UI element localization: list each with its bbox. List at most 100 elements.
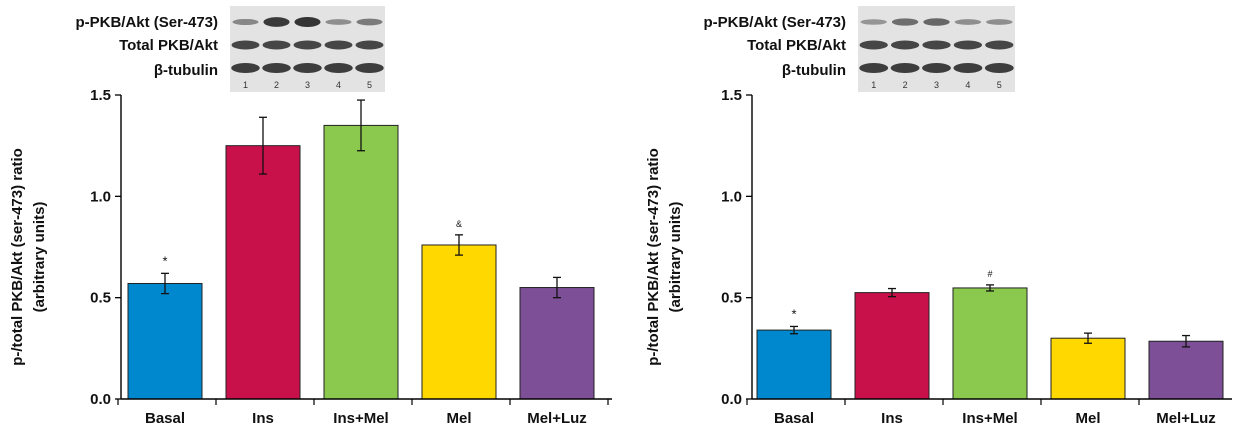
blot-label-beta-tubulin: β-tubulin (154, 62, 218, 79)
error-bar (161, 272, 169, 295)
y-axis-label-units: (arbitrary units) (31, 202, 48, 313)
bar-ins-mel (323, 124, 399, 400)
blot-band-tubulin (922, 63, 951, 73)
blot-band-phospho (923, 18, 950, 26)
error-bar (888, 287, 896, 298)
bar-series: *# (756, 269, 1224, 400)
x-tick-label: Mel (1075, 410, 1100, 427)
blot-band-total (985, 40, 1014, 50)
error-bar (1182, 334, 1190, 348)
x-axis-ticks: Basal Ins Ins+Mel Mel Mel+Luz (117, 399, 609, 427)
bar-series: *& (127, 99, 595, 400)
blot-band-tubulin (293, 63, 322, 73)
y-axis-ticks: 0.0 0.5 1.0 1.5 (721, 87, 752, 408)
bar-ins (854, 292, 930, 400)
blot-label-phospho-akt: p-PKB/Akt (Ser-473) (703, 14, 846, 31)
blot-band-total (293, 40, 322, 50)
x-axis-ticks: Basal Ins Ins+Mel Mel Mel+Luz (746, 399, 1216, 427)
blot-lane-label: 2 (903, 80, 908, 90)
significance-mark: * (162, 253, 167, 268)
error-bar (986, 284, 994, 292)
blot-band-tubulin (984, 63, 1014, 73)
blot-band-total (953, 40, 983, 50)
blot-band-phospho (232, 18, 259, 26)
blot-band-phospho (325, 19, 352, 25)
y-tick-label: 1.0 (721, 188, 742, 205)
blot-band-tubulin (231, 63, 260, 73)
y-tick-label: 0.0 (90, 391, 111, 408)
bar-ins (225, 145, 301, 400)
blot-band-tubulin (324, 63, 353, 73)
error-bar (1084, 332, 1092, 344)
blot-band-tubulin (355, 63, 384, 73)
x-tick-label: Mel+Luz (527, 410, 587, 427)
blot-lane-label: 5 (997, 80, 1002, 90)
blot-lane-label: 3 (305, 80, 310, 90)
blot-lane-label: 1 (871, 80, 876, 90)
y-tick-label: 1.5 (90, 87, 111, 104)
y-tick-label: 0.5 (721, 290, 742, 307)
bar-mel (1050, 337, 1126, 400)
blot-band-total (355, 40, 384, 50)
blot-band-tubulin (262, 63, 291, 73)
blot-band-total (324, 40, 353, 50)
blot-band-tubulin (890, 63, 920, 73)
error-bar (357, 99, 365, 152)
y-axis-label: p-/total PKB/Akt (ser-473) ratio (645, 148, 662, 366)
blot-lane-label: 5 (367, 80, 372, 90)
bar-ins-mel (952, 287, 1028, 400)
blot-band-total (262, 40, 291, 50)
error-bar (259, 116, 267, 175)
x-tick-label: Mel+Luz (1156, 410, 1216, 427)
error-bar (455, 234, 463, 256)
significance-mark: # (987, 269, 992, 279)
bar-basal (756, 329, 832, 400)
blot-label-total-akt: Total PKB/Akt (119, 37, 218, 54)
bar-mel-luz (1148, 340, 1224, 400)
x-tick-label: Ins (881, 410, 903, 427)
blot-band-total (859, 40, 888, 50)
blot-band-phospho (891, 18, 919, 26)
x-tick-label: Ins+Mel (962, 410, 1017, 427)
y-axis-label: p-/total PKB/Akt (ser-473) ratio (9, 148, 26, 366)
y-axis-ticks: 0.0 0.5 1.0 1.5 (90, 87, 121, 408)
x-tick-label: Ins (252, 410, 274, 427)
blot-lane-label: 1 (243, 80, 248, 90)
x-tick-label: Ins+Mel (333, 410, 388, 427)
x-tick-label: Basal (774, 410, 814, 427)
blot-band-tubulin (953, 63, 983, 73)
blot-label-phospho-akt: p-PKB/Akt (Ser-473) (75, 14, 218, 31)
blot-lane-label: 2 (274, 80, 279, 90)
blot-band-total (231, 40, 260, 50)
blot-lane-label: 4 (336, 80, 341, 90)
bar-mel (421, 244, 497, 400)
blot-band-total (922, 40, 951, 50)
error-bar (790, 325, 798, 335)
blot-band-phospho (986, 19, 1013, 25)
blot-lane-label: 3 (934, 80, 939, 90)
blot-lane-label: 4 (965, 80, 970, 90)
x-tick-label: Basal (145, 410, 185, 427)
y-tick-label: 0.0 (721, 391, 742, 408)
blot-band-total (890, 40, 920, 50)
blot-label-total-akt: Total PKB/Akt (747, 37, 846, 54)
blot-band-phospho (954, 19, 982, 25)
blot-band-phospho (294, 17, 321, 27)
y-tick-label: 1.0 (90, 188, 111, 205)
significance-mark: * (791, 306, 796, 321)
bar-basal (127, 282, 203, 400)
bar-mel-luz (519, 287, 595, 400)
x-tick-label: Mel (446, 410, 471, 427)
blot-band-phospho (860, 19, 887, 25)
y-tick-label: 0.5 (90, 290, 111, 307)
error-bar (553, 276, 561, 299)
blot-band-tubulin (859, 63, 889, 73)
blot-band-phospho (356, 18, 383, 26)
blot-band-phospho (263, 17, 290, 27)
y-axis-label-units: (arbitrary units) (667, 202, 684, 313)
blot-label-beta-tubulin: β-tubulin (782, 62, 846, 79)
